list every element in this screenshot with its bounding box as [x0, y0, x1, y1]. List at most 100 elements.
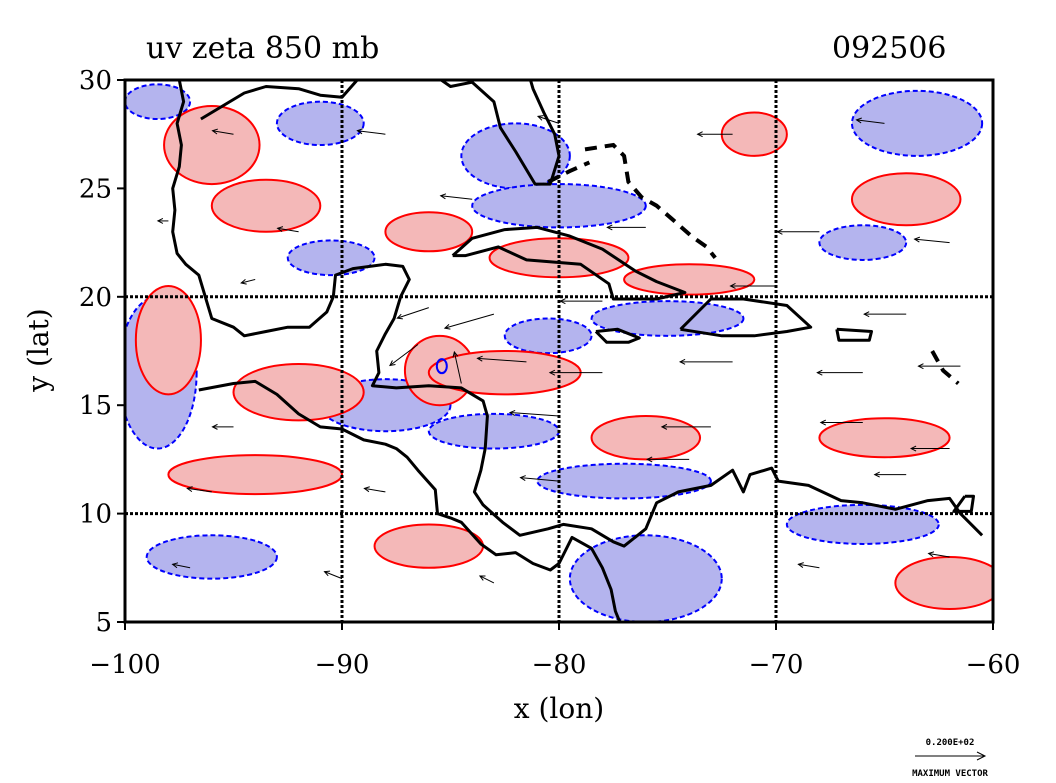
vector-legend: 0.200E+02 MAXIMUM VECTOR [912, 738, 988, 779]
wind-vector [660, 423, 711, 430]
wind-vector-shaft [397, 307, 429, 319]
wind-vector-head [536, 115, 544, 121]
negative-vorticity-region [145, 534, 278, 580]
wind-vector-head [478, 575, 486, 581]
wind-vector-head [678, 358, 686, 365]
negative-vorticity-region [590, 300, 745, 337]
wind-vector-head [729, 283, 736, 289]
wind-vector [863, 311, 907, 318]
x-tick-label: −70 [749, 650, 804, 680]
x-tick-label: −100 [89, 650, 160, 680]
wind-vector-head [211, 423, 218, 430]
wind-vector [646, 456, 690, 463]
wind-vector [363, 486, 386, 493]
wind-vector-shaft [324, 571, 343, 580]
negative-vorticity-region [785, 503, 940, 545]
wind-vector-head [797, 562, 804, 568]
y-axis-label: y (lat) [22, 308, 55, 392]
negative-vorticity-region [427, 412, 560, 450]
coastlines [171, 80, 984, 622]
wind-vector [452, 350, 462, 384]
wind-vector-shaft [914, 238, 950, 244]
coastline [952, 494, 975, 513]
x-axis-ticks: −100 −90 −80 −70 −60 [89, 622, 1020, 680]
wind-vector-shaft [444, 313, 495, 329]
wind-vector [909, 445, 950, 452]
y-tick-label: 20 [79, 283, 112, 313]
wind-vector-shaft [479, 575, 495, 584]
negative-vorticity-region [275, 100, 365, 147]
wind-vector [186, 486, 212, 493]
positive-vorticity-region [590, 415, 702, 461]
wind-vector-shaft [520, 477, 560, 482]
wind-vector [917, 363, 961, 370]
coastline [200, 80, 359, 121]
wind-vector-shaft [440, 195, 473, 200]
wind-vector-head [519, 475, 526, 481]
y-tick-label: 30 [79, 66, 112, 96]
wind-vector-head [917, 363, 924, 370]
wind-vector-head [476, 355, 483, 362]
wind-vector-head [186, 486, 193, 493]
wind-vector [323, 570, 343, 580]
wind-vector-head [211, 128, 218, 135]
wind-vector [211, 128, 234, 135]
island-chain-coastline [930, 350, 960, 386]
wind-vector [240, 278, 256, 285]
wind-vector-head [559, 298, 566, 305]
wind-vector-head [816, 369, 823, 376]
wind-vector-shaft [389, 344, 419, 366]
wind-vector-shaft [241, 278, 256, 284]
wind-vector [819, 419, 863, 426]
wind-vector-shaft [928, 552, 950, 558]
positive-vorticity-region [210, 178, 322, 233]
wind-vector-head [548, 369, 556, 376]
wind-vector-head [863, 311, 870, 318]
wind-vector-head [696, 131, 703, 138]
negative-vorticity-region [503, 317, 593, 355]
wind-vector-head [443, 323, 451, 330]
wind-vector [776, 228, 820, 235]
wind-vector-shaft [172, 563, 191, 569]
wind-vector-head [855, 117, 862, 124]
wind-vector [536, 115, 560, 124]
wind-vector-head [819, 419, 827, 426]
wind-vector-head [776, 228, 783, 235]
wind-vector-shaft [509, 412, 560, 417]
wind-vector-shaft [537, 115, 560, 124]
x-tick-label: −80 [532, 650, 587, 680]
positive-vorticity-region [623, 263, 756, 296]
wind-vector-head [363, 486, 370, 493]
positive-vorticity-region [163, 105, 261, 186]
x-tick-label: −60 [966, 650, 1021, 680]
wind-vector [396, 307, 429, 320]
coastline [438, 80, 561, 186]
negative-vorticity-region [850, 89, 984, 157]
positive-vorticity-region [232, 363, 365, 422]
wind-vector-shaft [798, 563, 820, 569]
wind-vector-head [927, 551, 935, 558]
x-tick-label: −90 [315, 650, 370, 680]
wind-vector [389, 344, 419, 367]
island-chain-coastline [584, 142, 717, 260]
wind-vector-head [156, 217, 164, 224]
wind-vector-shaft [856, 119, 885, 124]
wind-vector-head [389, 360, 396, 367]
wind-vector-head [171, 562, 179, 569]
coastline [451, 225, 687, 301]
wind-vector [508, 409, 560, 417]
map-gridlines [125, 80, 993, 622]
chart-title: uv zeta 850 mb [146, 31, 379, 66]
chart-date-label: 092506 [832, 31, 947, 66]
wind-vector [559, 298, 603, 305]
y-tick-label: 5 [95, 608, 112, 638]
wind-vector-head [646, 456, 653, 463]
y-tick-label: 15 [79, 391, 112, 421]
wind-vector-head [323, 570, 331, 577]
negative-vorticity-region [818, 224, 908, 261]
positive-vorticity-region [894, 555, 993, 610]
wind-vector [211, 423, 234, 430]
wind-vector-shaft [212, 130, 234, 135]
wind-vector-shaft [357, 130, 386, 135]
wind-vector-head [276, 226, 284, 232]
